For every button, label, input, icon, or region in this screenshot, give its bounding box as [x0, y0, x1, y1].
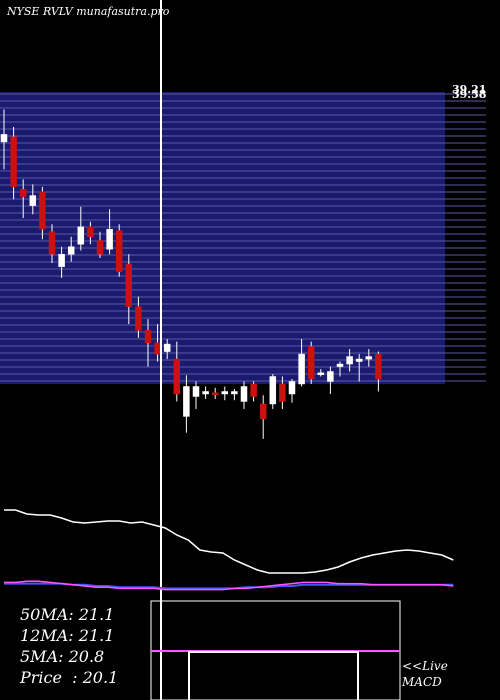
candle-body — [355, 358, 363, 362]
live-label: <<Live — [402, 659, 448, 673]
candle-body — [231, 391, 238, 395]
candle-body — [221, 391, 229, 395]
candle-body — [77, 226, 85, 245]
candle-body — [173, 358, 181, 395]
candle-body — [163, 343, 171, 352]
candle-body — [269, 376, 277, 405]
candle-body — [298, 353, 305, 385]
stat-price: Price : 20.1 — [20, 668, 119, 687]
candle-body — [346, 356, 353, 365]
candle-body — [250, 383, 257, 397]
candle-body — [240, 386, 248, 402]
candle-body — [202, 391, 209, 395]
price-label-second: 39.21 — [452, 83, 486, 96]
stat-50ma: 50MA: 21.1 — [20, 605, 115, 624]
macd-legend: <<Live MACD — [402, 658, 448, 690]
candle-body — [192, 386, 200, 397]
candle-body — [327, 371, 334, 382]
price-band — [0, 92, 445, 384]
moving-average-stats: 50MA: 21.1 12MA: 21.1 5MA: 20.8 Price : … — [20, 604, 118, 688]
candle-body — [106, 229, 113, 250]
candle-body — [125, 263, 133, 307]
candle-body — [211, 392, 219, 395]
macd-hist-outline — [188, 651, 359, 700]
macd-line — [4, 580, 454, 591]
candle-body — [10, 136, 17, 188]
candle-body — [87, 226, 94, 238]
candle-body — [336, 363, 344, 367]
stat-5ma: 5MA: 20.8 — [20, 647, 105, 666]
candle-body — [19, 189, 27, 198]
candle-body — [48, 231, 56, 255]
candle-body — [96, 240, 104, 255]
candle-body — [307, 346, 315, 380]
candle-body — [144, 330, 152, 344]
macd-label: MACD — [402, 675, 442, 689]
oscillator-line — [4, 509, 454, 574]
candle-body — [154, 342, 161, 355]
candle-body — [135, 306, 142, 331]
candle-body — [279, 383, 286, 402]
candle-body — [375, 353, 382, 380]
candle-body — [29, 195, 37, 206]
candle-body — [259, 403, 267, 420]
price-label-top: 39.58 — [452, 88, 487, 101]
candle-body — [183, 386, 190, 417]
candle-body — [317, 372, 325, 376]
candle-body — [67, 246, 75, 255]
stat-12ma: 12MA: 21.1 — [20, 626, 115, 645]
candle-body — [115, 230, 123, 272]
candle-body — [58, 253, 65, 267]
candle-body — [0, 134, 8, 143]
candle-body — [365, 356, 373, 360]
chart-title: NYSE RVLV munafasutra.pro — [7, 5, 170, 18]
candle-body — [39, 191, 46, 230]
candle-body — [288, 381, 296, 395]
